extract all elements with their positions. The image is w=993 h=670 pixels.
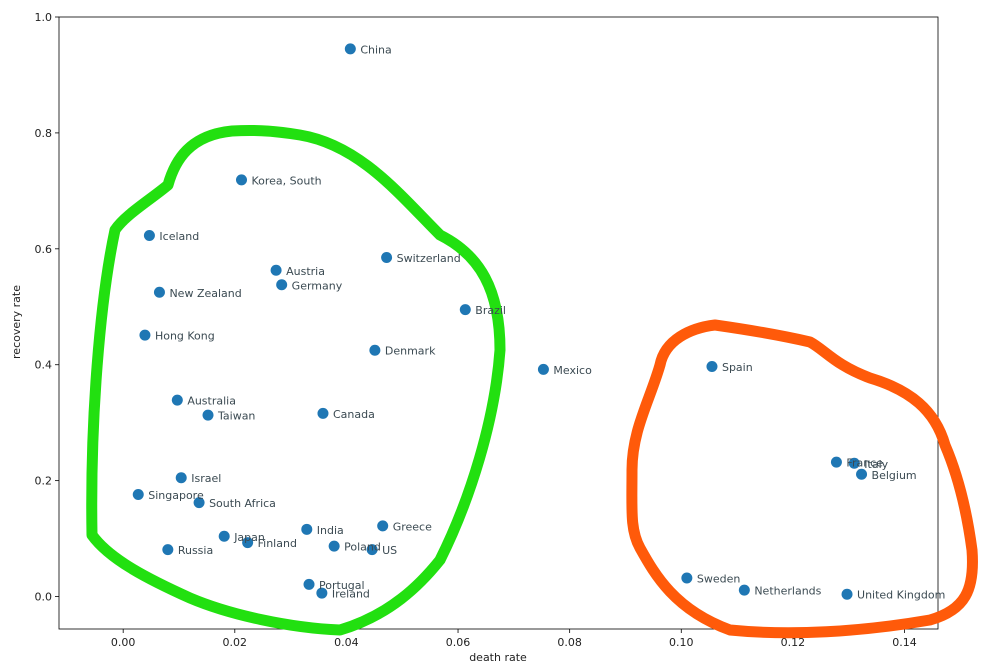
data-point <box>143 229 155 241</box>
y-tick-label: 0.2 <box>35 475 53 488</box>
x-axis-label: death rate <box>469 651 527 664</box>
x-tick-label: 0.00 <box>111 636 136 649</box>
point-label: Russia <box>178 544 213 557</box>
point-label: Poland <box>344 541 381 554</box>
point-label: India <box>317 524 344 537</box>
point-label: Brazil <box>475 304 506 317</box>
y-tick-label: 0.6 <box>35 243 53 256</box>
orange-annotation-loop <box>626 319 978 639</box>
point-label: Portugal <box>319 579 365 592</box>
data-point <box>202 409 214 421</box>
point-label: Switzerland <box>397 252 461 265</box>
x-tick-label: 0.12 <box>781 636 806 649</box>
point-label: Netherlands <box>754 585 821 598</box>
x-tick-label: 0.08 <box>557 636 582 649</box>
data-point <box>328 540 340 552</box>
point-label: Spain <box>722 361 753 374</box>
point-label: Italy <box>864 458 888 471</box>
point-label: China <box>360 43 391 56</box>
point-label: US <box>382 544 397 557</box>
data-point <box>175 472 187 484</box>
data-point <box>132 489 144 501</box>
data-point <box>856 468 868 480</box>
data-point <box>303 578 315 590</box>
point-label: Iceland <box>159 230 199 243</box>
data-point <box>193 497 205 509</box>
point-label: Taiwan <box>217 410 255 423</box>
point-label: New Zealand <box>169 287 241 300</box>
point-label: Sweden <box>697 573 740 586</box>
point-label: Israel <box>191 472 221 485</box>
point-label: Singapore <box>148 489 204 502</box>
y-axis-label: recovery rate <box>10 285 23 359</box>
x-tick-label: 0.10 <box>669 636 694 649</box>
data-point <box>171 394 183 406</box>
data-point <box>738 584 750 596</box>
green-annotation-loop <box>86 124 506 636</box>
data-point <box>848 457 860 469</box>
data-point <box>235 174 247 186</box>
point-label: Mexico <box>553 364 592 377</box>
point-label: Ireland <box>332 588 370 601</box>
y-tick-label: 1.0 <box>35 11 53 24</box>
data-point <box>153 286 165 298</box>
data-point <box>537 363 549 375</box>
x-tick-label: 0.04 <box>334 636 359 649</box>
point-label: Hong Kong <box>155 330 215 343</box>
data-point <box>139 329 151 341</box>
plot-area-frame <box>58 16 939 630</box>
data-point <box>830 456 842 468</box>
y-tick-label: 0.0 <box>35 591 53 604</box>
point-label: Canada <box>333 408 375 421</box>
point-label: Japan <box>233 531 265 544</box>
data-point <box>377 520 389 532</box>
point-label: Greece <box>393 520 432 533</box>
data-point <box>270 264 282 276</box>
data-point <box>162 544 174 556</box>
data-point <box>841 588 853 600</box>
point-label: South Africa <box>209 497 276 510</box>
y-tick-label: 0.8 <box>35 127 53 140</box>
y-tick-label: 0.4 <box>35 359 53 372</box>
point-label: Finland <box>258 537 297 550</box>
data-point <box>316 587 328 599</box>
point-label: France <box>846 457 883 470</box>
data-point <box>301 523 313 535</box>
data-point <box>317 407 329 419</box>
data-point <box>344 43 356 55</box>
point-label: Australia <box>187 395 236 408</box>
data-point <box>459 304 471 316</box>
data-point <box>369 344 381 356</box>
data-point <box>381 252 393 264</box>
data-point <box>706 360 718 372</box>
point-label: United Kingdom <box>857 589 945 602</box>
point-label: Belgium <box>872 469 917 482</box>
point-label: Austria <box>286 265 325 278</box>
x-tick-label: 0.14 <box>892 636 917 649</box>
point-label: Korea, South <box>251 174 321 187</box>
data-point <box>681 572 693 584</box>
data-point <box>242 537 254 549</box>
x-tick-label: 0.06 <box>446 636 471 649</box>
data-point <box>366 544 378 556</box>
data-point <box>276 279 288 291</box>
point-label: Denmark <box>385 345 436 358</box>
x-tick-label: 0.02 <box>223 636 248 649</box>
data-point <box>218 530 230 542</box>
point-label: Germany <box>292 279 343 292</box>
